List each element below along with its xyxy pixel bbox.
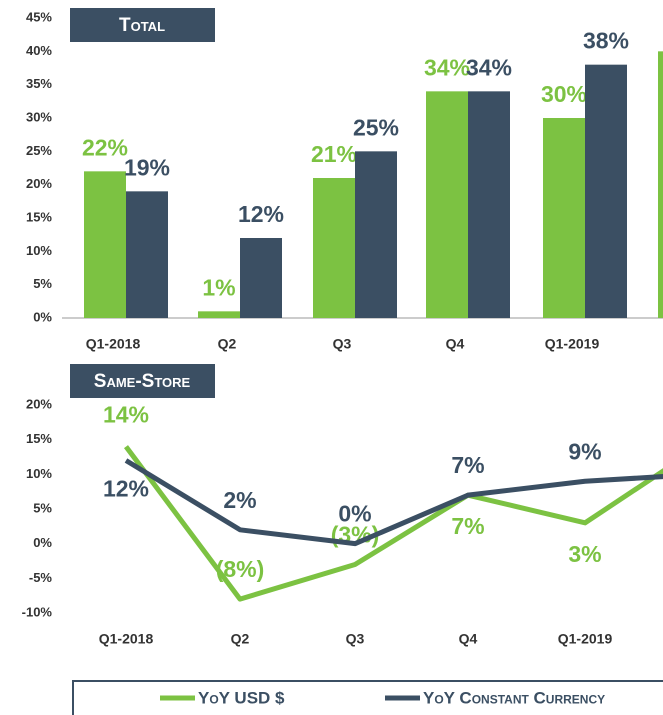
- value-label: 14%: [103, 402, 149, 428]
- y-tick-label: 35%: [26, 76, 52, 91]
- value-label: 34%: [466, 54, 512, 80]
- x-tick-label: Q1-2018: [86, 336, 141, 352]
- title-box: [70, 364, 215, 398]
- y-tick-label: 5%: [33, 500, 52, 515]
- x-tick-label: Q3: [346, 631, 365, 647]
- bar: [468, 91, 510, 318]
- bar: [198, 311, 240, 318]
- y-tick-label: -5%: [29, 570, 53, 585]
- y-tick-label: 0%: [33, 535, 52, 550]
- x-tick-label: Q2: [231, 631, 250, 647]
- x-tick-label: Q3: [333, 336, 352, 352]
- y-tick-label: 10%: [26, 466, 52, 481]
- value-label: 9%: [568, 438, 601, 464]
- x-tick-label: Q4: [459, 631, 478, 647]
- value-label: 19%: [124, 154, 170, 180]
- value-label: 3%: [568, 541, 601, 567]
- y-tick-label: 45%: [26, 9, 52, 24]
- bar: [658, 51, 663, 318]
- y-tick-label: 10%: [26, 243, 52, 258]
- title-box: [70, 8, 215, 42]
- y-tick-label: 5%: [33, 276, 52, 291]
- bar: [240, 238, 282, 318]
- x-tick-label: Q1-2019: [558, 631, 613, 647]
- line: [124, 458, 663, 547]
- value-label: 21%: [311, 141, 357, 167]
- value-label: 34%: [424, 54, 470, 80]
- line: [123, 445, 663, 602]
- x-tick-label: Q1-2018: [99, 631, 154, 647]
- value-label: 25%: [353, 114, 399, 140]
- value-label: 30%: [541, 81, 587, 107]
- value-label: 12%: [238, 201, 284, 227]
- value-label: 7%: [451, 452, 484, 478]
- chart-title: Same-Store: [94, 371, 191, 392]
- value-label: 0%: [338, 501, 371, 527]
- chart-title: Total: [119, 15, 165, 36]
- legend-label: YoY Constant Currency: [423, 688, 605, 707]
- value-label: 22%: [82, 134, 128, 160]
- bar: [585, 64, 627, 319]
- value-label: 12%: [103, 476, 149, 502]
- value-label: 38%: [583, 28, 629, 54]
- y-tick-label: 0%: [33, 309, 52, 324]
- value-label: (8%): [216, 556, 265, 582]
- bar: [313, 178, 355, 318]
- x-tick-label: Q2: [218, 336, 237, 352]
- bar: [355, 151, 397, 318]
- x-tick-label: Q1-2019: [545, 336, 600, 352]
- y-tick-label: -10%: [22, 604, 53, 619]
- bar: [126, 191, 168, 318]
- y-tick-label: 25%: [26, 143, 52, 158]
- y-tick-label: 15%: [26, 431, 52, 446]
- y-tick-label: 40%: [26, 43, 52, 58]
- bar: [426, 91, 468, 318]
- y-tick-label: 30%: [26, 109, 52, 124]
- bar: [84, 171, 126, 318]
- x-tick-label: Q4: [446, 336, 465, 352]
- y-tick-label: 20%: [26, 176, 52, 191]
- y-tick-label: 15%: [26, 209, 52, 224]
- legend-label: YoY USD $: [198, 688, 285, 707]
- y-tick-label: 20%: [26, 396, 52, 411]
- bar: [543, 118, 585, 318]
- value-label: 2%: [223, 487, 256, 513]
- value-label: 7%: [451, 513, 484, 539]
- value-label: 1%: [202, 274, 235, 300]
